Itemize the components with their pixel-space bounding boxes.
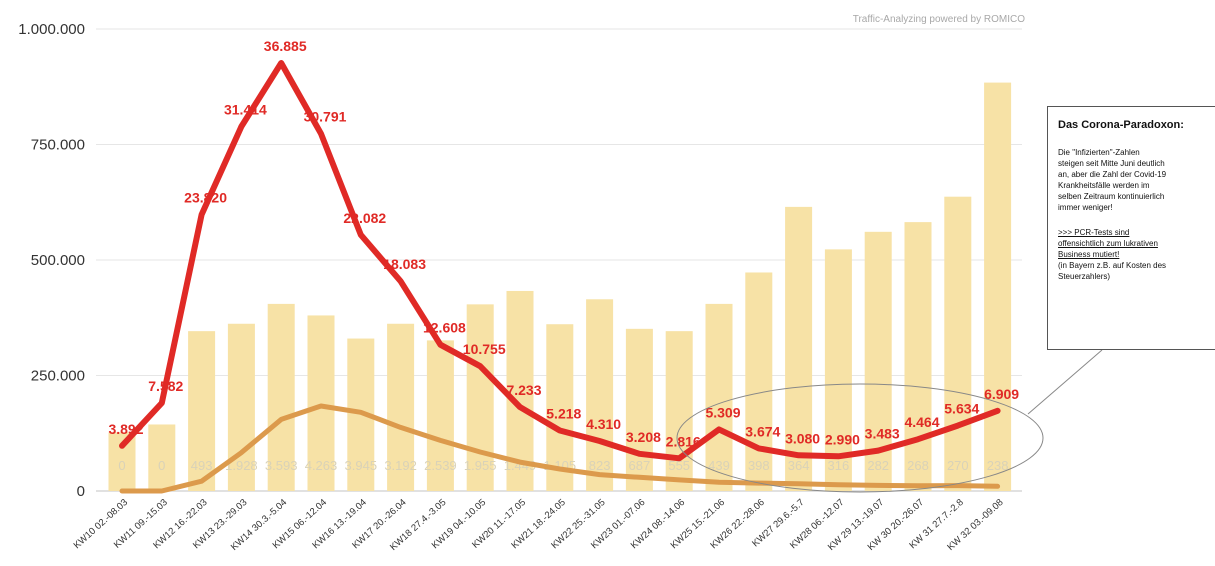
bar — [785, 206, 813, 491]
orange-data-label: 1.928 — [225, 458, 258, 473]
red-data-label: 3.080 — [785, 430, 820, 446]
bar — [904, 222, 932, 491]
annotation-body: Die "Infizierten"-Zahlen steigen seit Mi… — [1058, 148, 1167, 212]
red-data-label: 3.674 — [745, 423, 780, 439]
bar — [586, 299, 614, 491]
orange-data-label: 364 — [788, 458, 810, 473]
red-data-label: 5.218 — [546, 405, 581, 421]
red-data-label: 36.885 — [264, 38, 307, 54]
chart-credit: Traffic-Analyzing powered by ROMICO — [853, 14, 1026, 25]
y-axis: 0 250.000 500.000 750.000 1.000.000 — [18, 21, 85, 500]
bar — [307, 315, 335, 491]
orange-line-series — [119, 403, 1001, 494]
bar — [705, 303, 733, 491]
orange-data-label: 687 — [629, 458, 651, 473]
red-data-label: 7.233 — [506, 382, 541, 398]
red-data-label: 2.990 — [825, 431, 860, 447]
orange-data-label: 3.945 — [345, 458, 378, 473]
red-data-label: 31.414 — [224, 101, 267, 117]
annotation-box: Das Corona-Paradoxon: Die "Infizierten"-… — [1047, 106, 1215, 350]
bar — [387, 323, 415, 491]
bar — [824, 249, 852, 491]
y-tick-label: 750.000 — [31, 137, 85, 154]
red-data-label: 3.483 — [865, 426, 900, 442]
annotation-link: >>> PCR-Tests sind offensichtlich zum lu… — [1058, 228, 1158, 259]
red-data-label: 4.310 — [586, 416, 621, 432]
orange-data-label: 3.593 — [265, 458, 298, 473]
bar — [625, 328, 653, 491]
orange-data-label: 3.192 — [384, 458, 417, 473]
bar — [944, 196, 972, 491]
callout-pointer — [1027, 349, 1103, 415]
bar — [745, 272, 773, 491]
bar — [227, 323, 255, 491]
red-data-label: 4.464 — [904, 414, 939, 430]
orange-data-label: 398 — [748, 458, 770, 473]
red-data-label: 6.909 — [984, 386, 1019, 402]
orange-data-label: 316 — [828, 458, 850, 473]
highlight-ellipse — [676, 383, 1044, 493]
red-data-label: 2.816 — [666, 433, 701, 449]
orange-data-label: 270 — [947, 458, 969, 473]
red-data-label: 12.608 — [423, 320, 466, 336]
orange-data-label: 555 — [668, 458, 690, 473]
bar — [188, 331, 216, 491]
red-data-label: 30.791 — [304, 109, 347, 125]
y-tick-label: 250.000 — [31, 368, 85, 385]
bar — [665, 331, 693, 491]
orange-data-label: 238 — [987, 458, 1009, 473]
callout — [676, 349, 1103, 493]
annotation-title: Das Corona-Paradoxon: — [1058, 119, 1184, 131]
bar — [984, 82, 1012, 491]
red-data-label: 3.208 — [626, 429, 661, 445]
orange-data-label: 823 — [589, 458, 611, 473]
orange-data-label: 2.539 — [424, 458, 457, 473]
bar — [426, 340, 454, 491]
red-data-label: 7.582 — [148, 378, 183, 394]
orange-data-label: 493 — [191, 458, 213, 473]
red-data-label: 5.634 — [944, 401, 979, 417]
orange-data-label: 4.263 — [305, 458, 338, 473]
orange-data-label: 0 — [158, 458, 165, 473]
red-data-label: 3.892 — [108, 421, 143, 437]
orange-line — [119, 403, 1001, 494]
red-data-label: 10.755 — [463, 341, 506, 357]
y-tick-label: 1.000.000 — [18, 21, 85, 38]
red-data-label: 22.082 — [343, 210, 386, 226]
bar — [267, 303, 295, 491]
bar — [546, 324, 574, 491]
red-data-label: 23.820 — [184, 190, 227, 206]
orange-data-label: 282 — [867, 458, 889, 473]
orange-data-label: 0 — [118, 458, 125, 473]
y-tick-label: 500.000 — [31, 252, 85, 269]
bar — [148, 424, 176, 491]
orange-data-label: 1.955 — [464, 458, 497, 473]
red-line — [119, 60, 1001, 462]
orange-data-label: 439 — [708, 458, 730, 473]
red-data-label: 18.083 — [383, 256, 426, 272]
y-tick-label: 0 — [77, 483, 85, 500]
red-line-labels: 3.892 7.582 23.820 31.414 36.885 30.791 22.082… — [108, 38, 1019, 449]
orange-data-label: 268 — [907, 458, 929, 473]
red-data-label: 5.309 — [705, 404, 740, 420]
bar-series — [108, 82, 1012, 491]
annotation-subtext: (in Bayern z.B. auf Kosten des Steuerzah… — [1058, 261, 1167, 281]
bar — [466, 304, 494, 491]
red-line-series — [119, 60, 1001, 462]
